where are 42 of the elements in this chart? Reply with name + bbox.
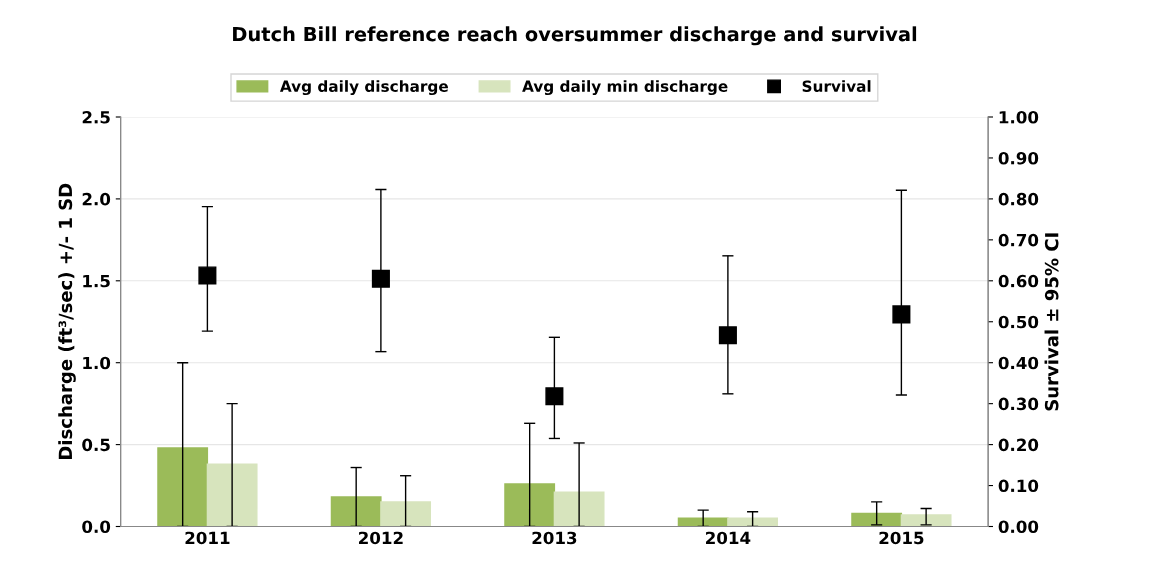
y2-tick-label: 0.60 [998,274,1039,288]
bar [157,447,209,527]
y2-tick-label: 0.30 [998,397,1039,411]
x-tick-label: 2011 [185,531,230,545]
y-tick-label: 0.0 [82,520,111,534]
x-tick-label: 2014 [706,531,751,545]
y2-tick-label: 1.00 [999,110,1039,124]
bar [206,463,258,527]
y2-tick-label: 0.10 [998,479,1039,493]
bar [727,517,779,527]
chart-title: Dutch Bill reference reach oversummer discharge and survival [233,26,917,46]
y-tick-label: 1.0 [83,356,111,370]
point [892,305,911,324]
y2-tick-label: 0.80 [998,192,1039,206]
point [371,269,390,288]
legend-label: Avg daily discharge [279,80,448,96]
y-tick-label: 1.5 [83,274,110,288]
y2-tick-label: 0.70 [998,233,1039,247]
point [545,387,564,406]
y-tick-label: 2.5 [82,110,110,124]
legend-label: Survival [802,80,871,92]
y2-tick-label: 0.90 [998,151,1039,165]
y2-tick-label: 0.40 [998,356,1039,370]
bar [553,491,605,527]
point [718,326,737,345]
y-tick-label: 2.0 [82,192,111,206]
legend-label: Avg daily min discharge [522,80,728,96]
bar [504,483,556,527]
y-tick-label: 0.5 [82,438,110,452]
point [198,266,217,285]
y2-axis-title: Survival ± 95% CI [1044,233,1059,411]
bar [380,501,432,527]
y2-tick-label: 0.00 [998,520,1039,534]
x-tick-label: 2012 [359,531,403,545]
bar [851,512,903,527]
bar [330,496,382,527]
x-tick-label: 2015 [879,531,924,545]
bar [900,514,952,527]
x-tick-label: 2013 [532,531,577,545]
y2-tick-label: 0.50 [998,315,1039,329]
y-axis-title: Discharge (ft³/sec) +/- 1 SD [58,183,76,460]
y2-tick-label: 0.20 [998,438,1039,452]
